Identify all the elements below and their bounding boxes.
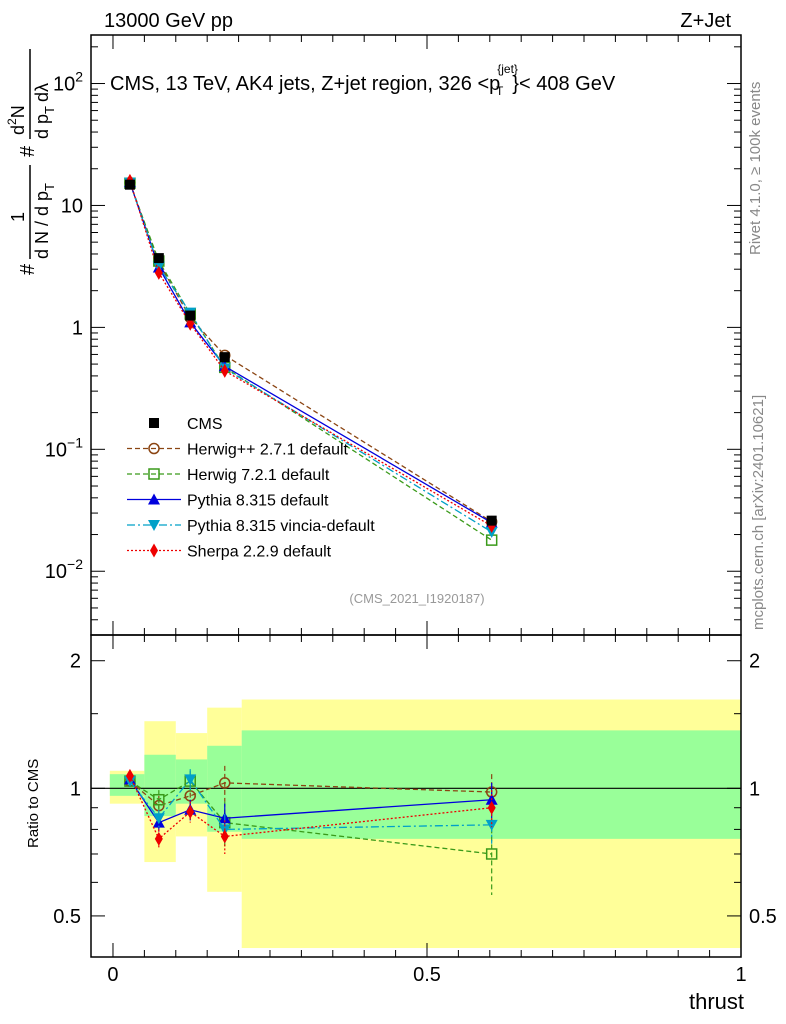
ratio-point-series-2-4 — [485, 848, 498, 860]
svg-text:d N / d pT: d N / d pT — [32, 183, 57, 259]
svg-text:#: # — [17, 263, 39, 275]
ratio-point-series-4-2 — [184, 774, 197, 786]
svg-text:d pTdλ: d pTdλ — [32, 83, 57, 139]
mcplots-label: mcplots.cern.ch [arXiv:2401.10621] — [750, 395, 767, 630]
rivet-label: Rivet 4.1.0, ≥ 100k events — [747, 82, 764, 255]
legend-marker-5 — [150, 543, 158, 558]
main-ytick-base: 10 — [45, 561, 67, 583]
ratio-series-group — [123, 765, 498, 896]
main-point-series-5-1 — [154, 265, 163, 280]
ratio-point-series-5-4 — [487, 800, 496, 815]
xtick-label: 0 — [107, 964, 118, 986]
panel-frames — [90, 34, 742, 958]
xtick-label: 0.5 — [413, 964, 441, 986]
ratio-band-inner-1 — [144, 754, 176, 817]
ratio-ytick-label-right: 2 — [749, 651, 760, 673]
main-ytick-base: 10 — [53, 74, 75, 96]
header-left-label: 13000 GeV pp — [104, 10, 233, 32]
main-ytick-label: 10−2 — [45, 556, 83, 583]
legend-marker-3 — [148, 493, 160, 505]
main-series-group — [123, 173, 498, 546]
main-ytick-label: 1 — [72, 317, 83, 339]
svg-text:#: # — [17, 145, 39, 157]
main-ytick-exponent: −1 — [67, 434, 83, 450]
ratio-point-series-5-2 — [186, 804, 195, 819]
ratio-ytick-label-right: 0.5 — [749, 906, 777, 928]
legend-label-0: CMS — [187, 416, 223, 433]
main-ytick-label: 10−1 — [45, 434, 83, 461]
ratio-point-series-4-4 — [485, 819, 498, 831]
legend-marker-2 — [148, 468, 160, 480]
header-right-label: Z+Jet — [680, 10, 731, 32]
plot-title: CMS, 13 TeV, AK4 jets, Z+jet region, 326… — [110, 62, 616, 98]
ratio-point-series-4-1 — [152, 813, 165, 825]
ratio-panel-frame — [90, 634, 742, 958]
ratio-ytick-label-left: 2 — [70, 651, 81, 673]
ratio-point-series-1-3 — [219, 777, 231, 789]
xtick-label: 1 — [735, 964, 746, 986]
x-axis-label: thrust — [689, 989, 744, 1014]
ratio-uncertainty-bands — [109, 699, 741, 949]
legend-label-5: Sherpa 2.2.9 default — [187, 544, 332, 561]
ratio-ytick-label-right: 1 — [749, 778, 760, 800]
main-point-data-1 — [153, 253, 164, 264]
main-point-series-5-3 — [220, 363, 229, 378]
main-ytick-base: 10 — [45, 439, 67, 461]
ratio-point-series-5-0 — [125, 768, 134, 783]
ratio-point-series-2-1 — [153, 793, 165, 806]
ratio-line-series-1 — [129, 780, 492, 807]
main-point-data-4 — [486, 515, 497, 526]
main-y-axis-label: # 1 d N / d pT # d2N d pTdλ — [5, 49, 57, 275]
legend: CMS Herwig++ 2.7.1 default Herwig 7.2.1 de… — [127, 416, 375, 561]
ratio-ytick-label-left: 0.5 — [53, 906, 81, 928]
legend-label-2: Herwig 7.2.1 default — [187, 467, 330, 484]
svg-text:1: 1 — [8, 212, 28, 222]
legend-marker-1 — [148, 442, 160, 455]
legend-label-1: Herwig++ 2.7.1 default — [187, 442, 349, 459]
main-point-data-0 — [124, 179, 135, 190]
legend-marker-4 — [148, 520, 160, 531]
analysis-watermark: (CMS_2021_I1920187) — [349, 591, 484, 606]
legend-label-4: Pythia 8.315 vincia-default — [187, 518, 375, 535]
ratio-ytick-label-left: 1 — [70, 778, 81, 800]
ratio-point-series-5-3 — [220, 829, 229, 844]
main-ytick-label: 10 — [61, 195, 83, 217]
legend-label-3: Pythia 8.315 default — [187, 493, 329, 510]
svg-text:d2N: d2N — [5, 105, 28, 135]
legend-marker-0 — [149, 418, 159, 428]
main-ytick-label: 102 — [53, 69, 83, 96]
main-line-series-2 — [129, 183, 493, 541]
main-ytick-base: 10 — [61, 195, 83, 217]
ratio-y-axis-label: Ratio to CMS — [25, 759, 42, 848]
main-point-data-2 — [185, 310, 196, 321]
main-ytick-exponent: −2 — [67, 556, 83, 572]
main-ytick-base: 1 — [72, 317, 83, 339]
main-point-data-3 — [219, 352, 230, 363]
main-ytick-exponent: 2 — [75, 69, 83, 85]
ratio-point-series-5-1 — [154, 831, 163, 846]
axis-ticks — [91, 35, 742, 957]
